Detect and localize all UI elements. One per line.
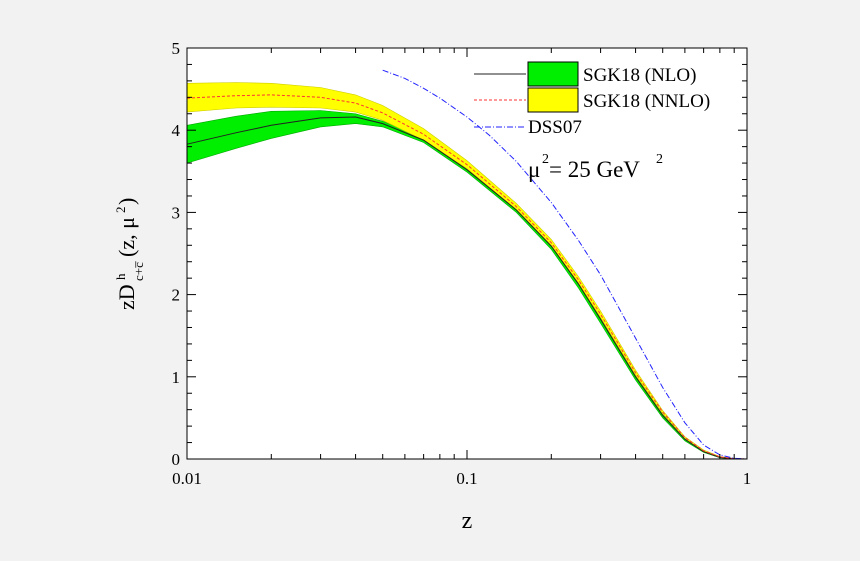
y-tick-label: 0	[172, 450, 181, 469]
axis-tick-labels: 0 1 2 3 4 5 0.01 0.1 1	[172, 39, 752, 488]
legend-nlo-swatch	[527, 61, 579, 87]
x-tick-label: 1	[743, 469, 752, 488]
x-tick-label: 0.01	[172, 469, 202, 488]
x-tick-label: 0.1	[456, 469, 477, 488]
y-axis-title-prefix: zD	[114, 284, 139, 310]
axis-ticks	[186, 47, 747, 460]
annotation-mu: μ	[528, 157, 540, 182]
series-lines	[186, 69, 748, 460]
annotation-mu-sup: 2	[542, 152, 549, 167]
legend: SGK18 (NLO) SGK18 (NNLO) DSS07	[474, 61, 710, 138]
y-tick-label: 1	[172, 368, 181, 387]
legend-nnlo-label: SGK18 (NNLO)	[583, 91, 710, 112]
series-line-2	[382, 69, 748, 460]
y-tick-label: 3	[172, 203, 181, 222]
y-axis-title-subscript: c+c̅	[131, 260, 146, 281]
y-axis-title-args-sup: 2	[113, 207, 128, 214]
y-tick-label: 5	[172, 39, 181, 58]
y-axis-title-superscript: h	[113, 273, 128, 280]
series-line-1	[186, 94, 748, 460]
scale-annotation: μ 2 = 25 GeV 2	[528, 152, 663, 182]
y-axis-title-args: (z, μ	[114, 217, 139, 257]
legend-dss07-label: DSS07	[528, 117, 582, 138]
annotation-unit-sup: 2	[656, 152, 663, 167]
series-line-0	[186, 116, 748, 460]
y-tick-label: 4	[172, 121, 181, 140]
legend-nnlo-swatch	[527, 87, 579, 113]
y-axis-title-close: )	[114, 198, 139, 205]
annotation-value: = 25 GeV	[549, 157, 640, 182]
y-tick-label: 2	[172, 286, 181, 305]
legend-nlo-label: SGK18 (NLO)	[583, 65, 696, 86]
x-axis-title: z	[462, 508, 473, 534]
y-axis-title: zD h c+c̅ (z, μ 2 )	[113, 198, 146, 310]
